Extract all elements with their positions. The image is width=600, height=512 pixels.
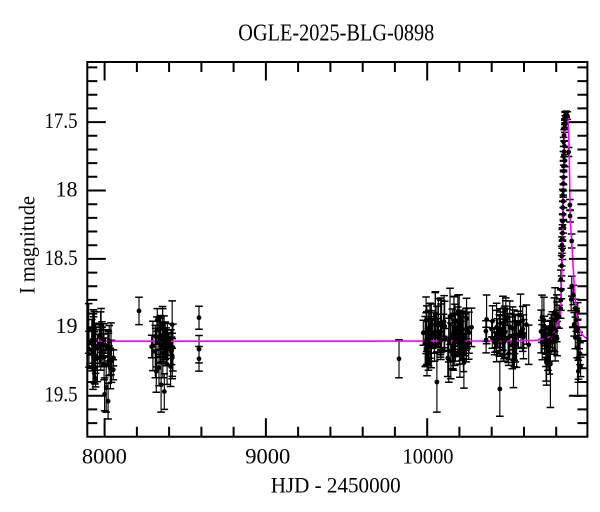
- svg-text:I magnitude: I magnitude: [15, 196, 40, 294]
- svg-text:19.5: 19.5: [45, 382, 78, 407]
- svg-text:HJD - 2450000: HJD - 2450000: [271, 473, 401, 498]
- svg-text:9000: 9000: [245, 444, 290, 469]
- svg-text:19: 19: [56, 313, 78, 338]
- svg-text:17.5: 17.5: [45, 108, 78, 133]
- svg-text:18.5: 18.5: [45, 245, 78, 270]
- svg-text:10000: 10000: [403, 444, 454, 469]
- svg-text:18: 18: [56, 176, 78, 201]
- svg-text:OGLE-2025-BLG-0898: OGLE-2025-BLG-0898: [238, 21, 434, 47]
- svg-text:8000: 8000: [82, 444, 127, 469]
